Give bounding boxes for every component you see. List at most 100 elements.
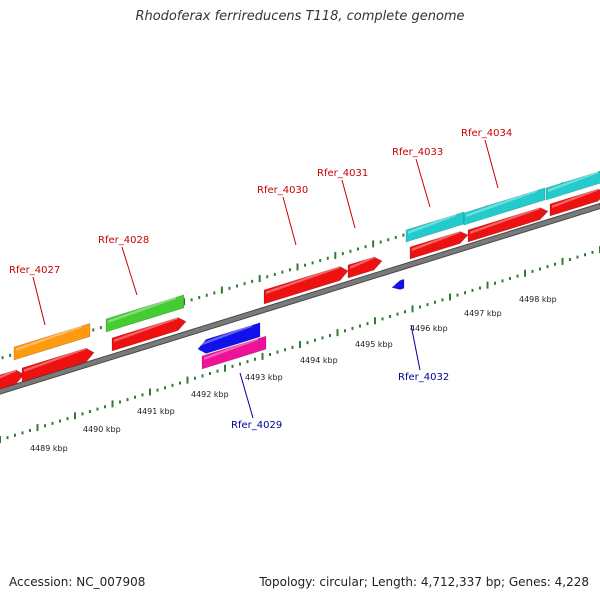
gene-label-pointer (484, 139, 499, 189)
gene-arrow-red-shine (470, 206, 540, 234)
lower-track-tick (231, 364, 234, 368)
lower-track-tick (426, 303, 429, 307)
lower-track-tick (66, 417, 69, 421)
tracks-layer (0, 171, 600, 443)
scale-label: 4498 kbp (519, 295, 557, 304)
upper-track-tick (266, 275, 269, 279)
gene-arrow-blue-small-shine (394, 280, 396, 287)
scale-label: 4492 kbp (191, 390, 229, 399)
gene-arrow-red (263, 266, 349, 305)
lower-track-tick (344, 329, 346, 333)
gene-arrow-red-shine (114, 316, 178, 342)
upper-track-tick (281, 270, 284, 274)
lower-track-tick (81, 412, 84, 416)
lower-track-tick (0, 436, 1, 443)
lower-track-tick (141, 393, 144, 397)
lower-track-tick (111, 400, 114, 408)
lower-track-tick (209, 372, 211, 375)
lower-track-tick (546, 265, 549, 269)
lower-track-tick (276, 350, 279, 354)
gene-arrow-red-shine (412, 230, 460, 251)
lower-track-tick (561, 257, 564, 265)
upper-track-tick (205, 293, 208, 297)
gene-label-pointer (32, 276, 46, 326)
lower-track-tick (396, 312, 399, 316)
gene-arrow-red (21, 347, 95, 383)
lower-track-tick (374, 317, 376, 325)
lower-track-tick (134, 395, 136, 399)
scale-label: 4491 kbp (137, 407, 175, 416)
upper-track-tick (99, 326, 102, 330)
lower-track-tick (186, 376, 189, 384)
lower-track-tick (246, 360, 249, 364)
gene-label: Rfer_4031 (317, 168, 368, 179)
lower-track-tick (471, 288, 474, 292)
lower-track-tick (44, 424, 46, 428)
upper-track-tick (402, 233, 405, 237)
gene-arrow-orange-shine (16, 324, 82, 351)
lower-track-tick (404, 310, 406, 314)
gene-label: Rfer_4029 (231, 420, 282, 431)
lower-track-tick (6, 436, 9, 440)
gene-arrow-pink-shine (204, 337, 258, 360)
upper-track-tick (334, 251, 337, 259)
upper-track-tick (357, 247, 359, 251)
scale-label: 4493 kbp (245, 373, 283, 382)
lower-track-tick (216, 369, 219, 373)
map-title: Rhodoferax ferrireducens T118, complete … (135, 9, 465, 24)
lower-track-tick (21, 431, 24, 435)
lower-track-tick (89, 410, 91, 413)
upper-track-tick (394, 235, 397, 239)
lower-track-tick (329, 334, 331, 337)
lower-track-tick (381, 317, 384, 321)
gene-arrow-red (409, 231, 469, 260)
lower-track-tick (464, 291, 466, 295)
gene-arrow-blue-small (391, 278, 405, 290)
gene-label-pointer (415, 158, 431, 208)
upper-track-tick (273, 272, 276, 276)
lower-track-tick (284, 348, 286, 352)
upper-track-tick (326, 256, 329, 260)
lower-track-tick (486, 281, 489, 289)
upper-track-tick (9, 353, 12, 357)
gene-arrow-red-shine (552, 188, 598, 208)
upper-track-tick (258, 275, 261, 283)
gene-arrow-red (347, 256, 383, 279)
gene-arrow-red (549, 188, 600, 217)
upper-track-tick (379, 240, 382, 244)
scale-label: 4490 kbp (83, 425, 121, 434)
gene-arrow-cyan (463, 187, 546, 226)
lower-track-tick (96, 407, 99, 411)
lower-track-tick (156, 388, 159, 392)
genes-layer (0, 170, 600, 390)
lower-track-tick (441, 298, 444, 302)
gene-arrow-red (111, 317, 187, 352)
upper-track-tick (304, 263, 307, 267)
upper-track-tick (198, 296, 201, 300)
gene-arrow-orange (13, 323, 91, 361)
lower-track-tick (74, 412, 76, 420)
upper-track-tick (1, 356, 4, 360)
lower-track-tick (531, 269, 534, 273)
gene-label-pointer (239, 372, 254, 419)
lower-track-tick (336, 329, 339, 337)
upper-track-tick (288, 268, 291, 272)
upper-track-tick (228, 286, 231, 290)
upper-track-tick (364, 245, 367, 249)
gene-label: Rfer_4032 (398, 372, 449, 383)
gene-arrow-green (105, 294, 185, 333)
gene-arrow-red-shine (266, 265, 340, 294)
gene-arrow-red-shine (350, 255, 374, 269)
lower-track-tick (201, 374, 204, 378)
lower-track-tick (306, 341, 309, 345)
upper-track-tick (220, 286, 223, 294)
upper-track-tick (236, 284, 238, 288)
gene-label: Rfer_4033 (392, 147, 443, 158)
scale-label: 4496 kbp (410, 324, 448, 333)
labels-layer: 4489 kbp 4490 kbp 4491 kbp 4492 kbp 4493 kbp… (9, 128, 557, 453)
lower-track-tick (254, 357, 256, 361)
gene-label-pointer (410, 324, 421, 371)
lower-track-tick (501, 279, 504, 283)
lower-track-tick (411, 305, 414, 313)
